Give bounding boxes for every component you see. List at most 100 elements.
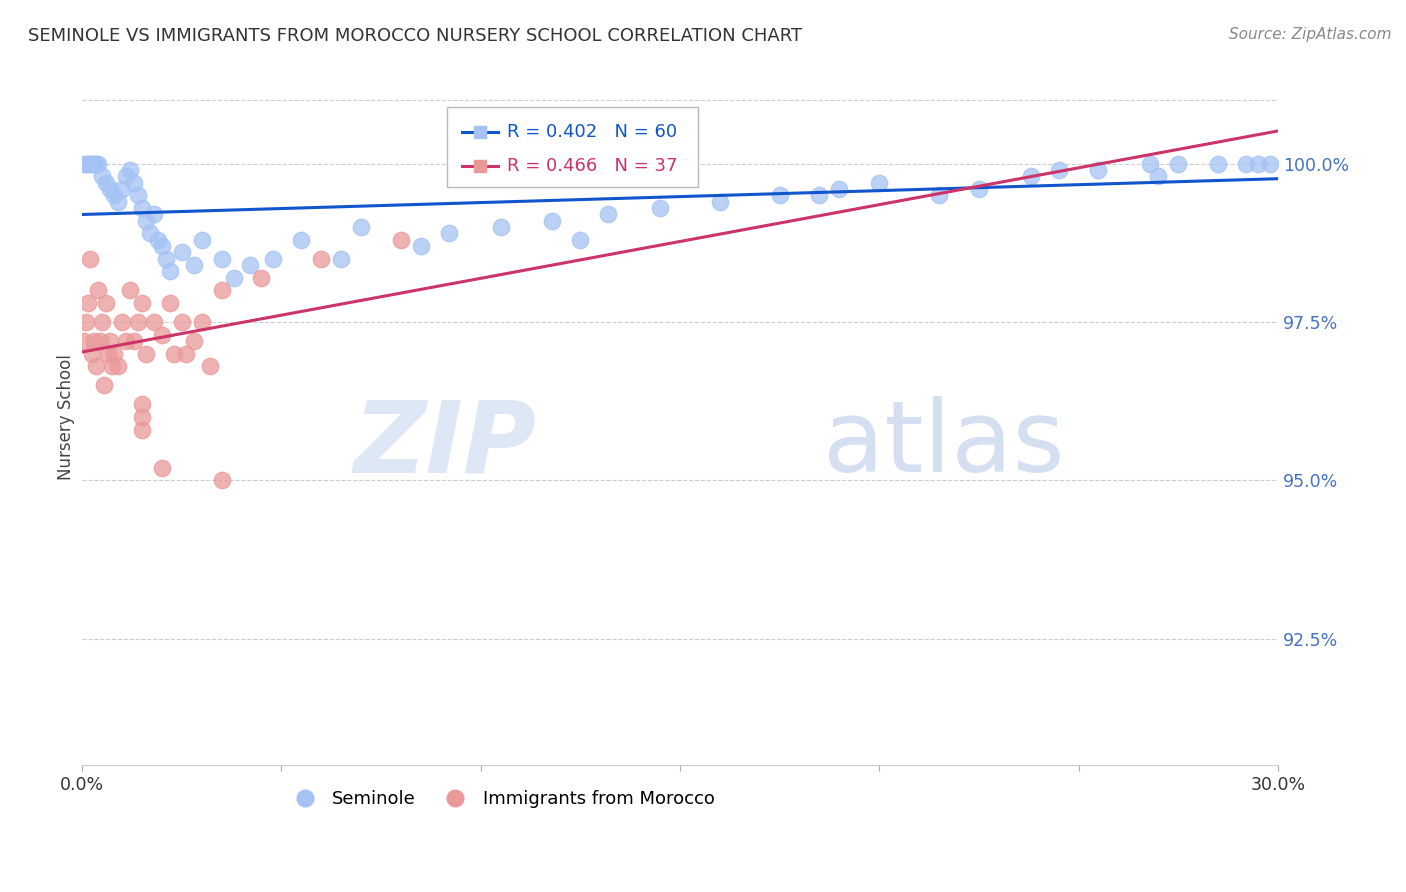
Text: atlas: atlas: [824, 396, 1066, 493]
Point: [139, 226, 162, 240]
Point: [77, 156, 100, 170]
Point: [131, 296, 153, 310]
Point: [183, 258, 205, 272]
FancyBboxPatch shape: [447, 107, 697, 187]
Point: [222, 270, 245, 285]
Point: [1087, 162, 1109, 177]
Point: [569, 233, 592, 247]
Point: [1247, 156, 1270, 170]
Point: [87, 156, 110, 170]
Point: [122, 334, 145, 348]
Point: [122, 176, 145, 190]
Point: [111, 182, 134, 196]
Point: [98, 334, 121, 348]
Point: [127, 188, 149, 202]
Text: R = 0.466   N = 37: R = 0.466 N = 37: [506, 157, 678, 175]
Point: [131, 423, 153, 437]
Point: [150, 327, 173, 342]
Point: [83, 334, 105, 348]
Text: R = 0.402   N = 60: R = 0.402 N = 60: [506, 123, 676, 141]
Point: [808, 188, 831, 202]
Point: [73, 156, 96, 170]
Point: [170, 315, 193, 329]
Point: [73, 334, 96, 348]
Point: [211, 473, 233, 487]
Point: [101, 359, 124, 374]
Point: [159, 264, 181, 278]
Point: [77, 296, 100, 310]
Point: [437, 226, 460, 240]
Point: [118, 283, 141, 297]
Point: [928, 188, 950, 202]
Point: [868, 176, 890, 190]
Point: [150, 460, 173, 475]
Text: SEMINOLE VS IMMIGRANTS FROM MOROCCO NURSERY SCHOOL CORRELATION CHART: SEMINOLE VS IMMIGRANTS FROM MOROCCO NURS…: [28, 27, 803, 45]
Point: [238, 258, 260, 272]
Point: [75, 315, 97, 329]
Point: [94, 296, 117, 310]
Point: [107, 359, 129, 374]
Point: [598, 207, 620, 221]
Point: [709, 194, 731, 209]
Text: Source: ZipAtlas.com: Source: ZipAtlas.com: [1229, 27, 1392, 42]
Point: [190, 233, 212, 247]
Point: [80, 156, 103, 170]
Point: [84, 359, 107, 374]
Point: [97, 346, 120, 360]
Point: [94, 176, 117, 190]
Point: [1019, 169, 1042, 184]
Point: [290, 233, 312, 247]
Point: [79, 252, 101, 266]
Point: [89, 334, 111, 348]
Point: [155, 252, 177, 266]
Point: [79, 156, 101, 170]
Point: [127, 315, 149, 329]
Point: [135, 213, 157, 227]
Point: [118, 162, 141, 177]
Point: [93, 378, 115, 392]
Point: [183, 334, 205, 348]
Point: [1206, 156, 1229, 170]
Point: [163, 346, 186, 360]
Point: [80, 346, 103, 360]
Point: [828, 182, 851, 196]
Point: [1258, 156, 1281, 170]
Point: [768, 188, 790, 202]
Point: [541, 213, 564, 227]
Point: [131, 397, 153, 411]
Point: [131, 409, 153, 424]
Point: [1047, 162, 1070, 177]
Point: [190, 315, 212, 329]
Point: [1167, 156, 1189, 170]
Point: [1139, 156, 1161, 170]
Point: [91, 169, 114, 184]
Point: [309, 252, 332, 266]
Point: [146, 233, 169, 247]
Point: [350, 219, 373, 234]
Point: [1234, 156, 1257, 170]
Point: [648, 201, 671, 215]
Point: [170, 245, 193, 260]
Point: [967, 182, 990, 196]
Point: [174, 346, 197, 360]
Point: [98, 182, 121, 196]
Legend: Seminole, Immigrants from Morocco: Seminole, Immigrants from Morocco: [280, 783, 721, 815]
Point: [107, 194, 129, 209]
Point: [409, 239, 432, 253]
Point: [83, 156, 105, 170]
Point: [159, 296, 181, 310]
Point: [250, 270, 273, 285]
Point: [211, 283, 233, 297]
Point: [389, 233, 412, 247]
Point: [142, 207, 165, 221]
Point: [131, 201, 153, 215]
Point: [330, 252, 353, 266]
Point: [211, 252, 233, 266]
Point: [1147, 169, 1170, 184]
Point: [103, 346, 125, 360]
Point: [262, 252, 284, 266]
Point: [150, 239, 173, 253]
Point: [489, 219, 512, 234]
Text: ZIP: ZIP: [353, 396, 537, 493]
Point: [84, 156, 107, 170]
